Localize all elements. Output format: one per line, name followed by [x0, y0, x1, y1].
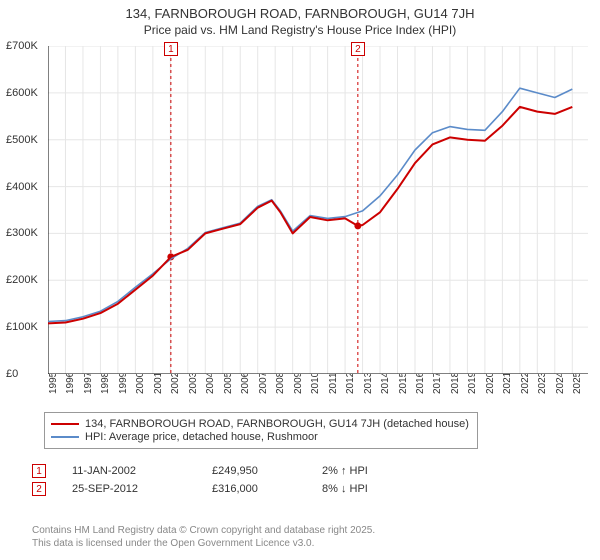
footer-line-1: Contains HM Land Registry data © Crown c… [32, 524, 375, 537]
y-tick-label: £300K [6, 227, 38, 239]
chart-svg [48, 46, 588, 374]
footer: Contains HM Land Registry data © Crown c… [32, 524, 375, 550]
title-main: 134, FARNBOROUGH ROAD, FARNBOROUGH, GU14… [0, 6, 600, 21]
legend-item: HPI: Average price, detached house, Rush… [51, 431, 469, 443]
event-callout: 2 [351, 42, 365, 56]
marker-diff: 2% ↑ HPI [322, 465, 368, 477]
footer-line-2: This data is licensed under the Open Gov… [32, 537, 375, 550]
plot-region: 12 [48, 46, 588, 374]
y-tick-label: £700K [6, 40, 38, 52]
legend-swatch [51, 436, 79, 438]
marker-diff: 8% ↓ HPI [322, 483, 368, 495]
x-tick-label: 2025 [572, 372, 594, 394]
page-root: 134, FARNBOROUGH ROAD, FARNBOROUGH, GU14… [0, 0, 600, 560]
marker-date: 11-JAN-2002 [72, 465, 212, 477]
marker-badge: 2 [32, 482, 46, 496]
marker-date: 25-SEP-2012 [72, 483, 212, 495]
y-tick-label: £100K [6, 321, 38, 333]
legend-label: 134, FARNBOROUGH ROAD, FARNBOROUGH, GU14… [85, 418, 469, 430]
legend: 134, FARNBOROUGH ROAD, FARNBOROUGH, GU14… [44, 412, 478, 449]
legend-swatch [51, 423, 79, 425]
event-callout: 1 [164, 42, 178, 56]
legend-label: HPI: Average price, detached house, Rush… [85, 431, 318, 443]
legend-item: 134, FARNBOROUGH ROAD, FARNBOROUGH, GU14… [51, 418, 469, 430]
chart-area: £0£100K£200K£300K£400K£500K£600K£700K 19… [6, 46, 588, 396]
titles: 134, FARNBOROUGH ROAD, FARNBOROUGH, GU14… [0, 0, 600, 37]
y-tick-label: £600K [6, 87, 38, 99]
y-tick-label: £200K [6, 274, 38, 286]
marker-price: £316,000 [212, 483, 322, 495]
marker-table: 1 11-JAN-2002£249,9502% ↑ HPI 2 25-SEP-2012… [32, 460, 368, 500]
marker-price: £249,950 [212, 465, 322, 477]
title-sub: Price paid vs. HM Land Registry's House … [0, 23, 600, 37]
y-tick-label: £400K [6, 181, 38, 193]
y-tick-label: £0 [6, 368, 18, 380]
marker-row: 2 25-SEP-2012£316,0008% ↓ HPI [32, 482, 368, 496]
marker-badge: 1 [32, 464, 46, 478]
y-tick-label: £500K [6, 134, 38, 146]
marker-row: 1 11-JAN-2002£249,9502% ↑ HPI [32, 464, 368, 478]
